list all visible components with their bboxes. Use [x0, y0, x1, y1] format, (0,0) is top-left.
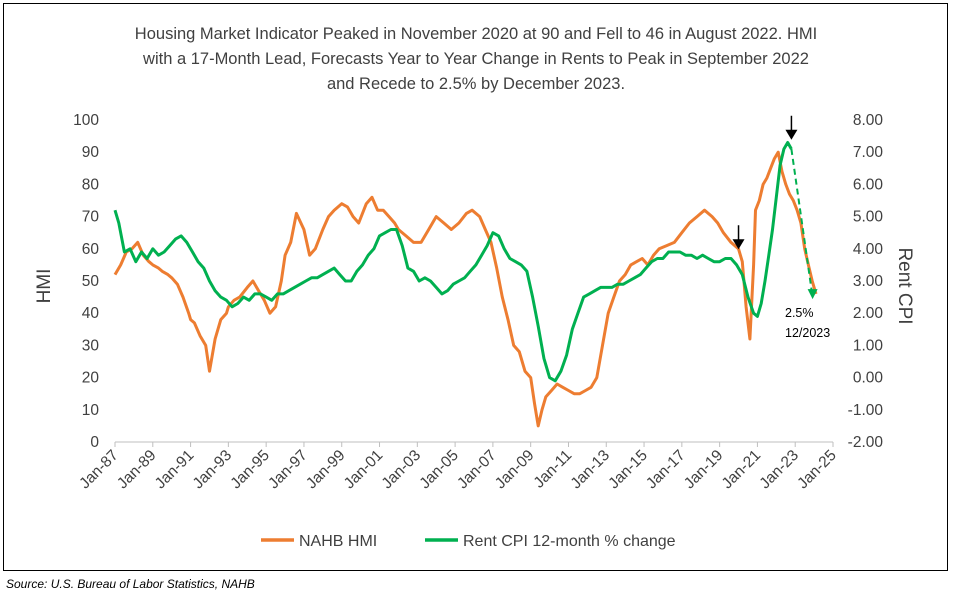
x-axis-ticks: Jan-87Jan-89Jan-91Jan-93Jan-95Jan-97Jan-…: [76, 442, 840, 492]
left-tick-label: 30: [82, 337, 100, 354]
right-tick-label: 6.00: [853, 176, 884, 193]
x-tick-label: Jan-13: [568, 447, 614, 493]
x-tick-label: Jan-17: [643, 447, 689, 493]
x-tick-label: Jan-19: [681, 447, 727, 493]
forecast-dashed-line: [790, 148, 814, 298]
x-tick-label: Jan-01: [341, 447, 387, 493]
left-tick-label: 60: [82, 241, 100, 258]
forecast-label-date: 12/2023: [785, 326, 830, 340]
forecast-label-pct: 2.5%: [785, 306, 814, 320]
source-note: Source: U.S. Bureau of Labor Statistics,…: [6, 577, 255, 591]
left-tick-label: 80: [82, 176, 100, 193]
left-tick-label: 70: [82, 209, 100, 226]
chart-frame: Housing Market Indicator Peaked in Novem…: [3, 3, 948, 571]
right-tick-label: -1.00: [848, 402, 884, 419]
x-tick-label: Jan-15: [605, 447, 651, 493]
right-axis-title: Rent CPI: [894, 247, 915, 324]
series-line-rent-cpi: [113, 141, 793, 383]
right-axis-ticks: -2.00 -1.00 0.00 1.00 2.00 3.00 4.00 5.00 6.00 7.…: [848, 112, 884, 451]
pointer-arrow-icon: [732, 239, 745, 250]
right-tick-label: -2.00: [848, 434, 884, 451]
left-tick-label: 0: [90, 434, 99, 451]
x-tick-label: Jan-25: [794, 447, 840, 493]
chart-title-line-2: with a 17-Month Lead, Forecasts Year to …: [142, 50, 809, 68]
right-tick-label: 2.00: [853, 305, 884, 322]
x-tick-label: Jan-87: [76, 447, 122, 493]
x-tick-label: Jan-97: [265, 447, 311, 493]
x-tick-label: Jan-09: [492, 447, 538, 493]
pointer-arrow-icon: [785, 129, 798, 140]
legend-label-rent: Rent CPI 12-month % change: [463, 533, 676, 550]
right-tick-label: 1.00: [853, 337, 884, 354]
right-tick-label: 8.00: [853, 112, 884, 129]
x-tick-label: Jan-03: [379, 447, 425, 493]
x-tick-label: Jan-89: [114, 447, 160, 493]
left-tick-label: 90: [82, 144, 100, 161]
series-line-hmi: [113, 150, 818, 428]
x-tick-label: Jan-91: [152, 447, 198, 493]
series-group: [113, 141, 818, 428]
x-tick-label: Jan-21: [719, 447, 765, 493]
legend: NAHB HMI Rent CPI 12-month % change: [261, 533, 676, 550]
left-tick-label: 50: [82, 273, 100, 290]
dual-axis-line-chart: Housing Market Indicator Peaked in Novem…: [34, 25, 915, 550]
right-tick-label: 7.00: [853, 144, 884, 161]
x-tick-label: Jan-93: [190, 447, 236, 493]
left-tick-label: 40: [82, 305, 100, 322]
left-axis-title: HMI: [34, 269, 55, 304]
chart-title-line-3: and Recede to 2.5% by December 2023.: [327, 75, 625, 93]
x-tick-label: Jan-95: [227, 447, 273, 493]
x-tick-label: Jan-23: [756, 447, 802, 493]
annotations: 2.5% 12/2023: [732, 115, 830, 340]
x-tick-label: Jan-07: [454, 447, 500, 493]
forecast-arrowhead-icon: [807, 289, 818, 300]
right-tick-label: 4.00: [853, 241, 884, 258]
x-tick-label: Jan-05: [416, 447, 462, 493]
legend-label-hmi: NAHB HMI: [299, 533, 377, 550]
right-tick-label: 5.00: [853, 209, 884, 226]
chart-title-line-1: Housing Market Indicator Peaked in Novem…: [135, 25, 817, 43]
right-tick-label: 0.00: [853, 370, 884, 387]
x-tick-label: Jan-11: [531, 447, 576, 492]
left-axis-ticks: 0 10 20 30 40 50 60 70 80 90 100: [73, 112, 99, 451]
x-tick-label: Jan-99: [303, 447, 349, 493]
chart-title: Housing Market Indicator Peaked in Novem…: [135, 25, 817, 93]
left-tick-label: 100: [73, 112, 99, 129]
left-tick-label: 20: [82, 370, 100, 387]
left-tick-label: 10: [82, 402, 100, 419]
right-tick-label: 3.00: [853, 273, 884, 290]
